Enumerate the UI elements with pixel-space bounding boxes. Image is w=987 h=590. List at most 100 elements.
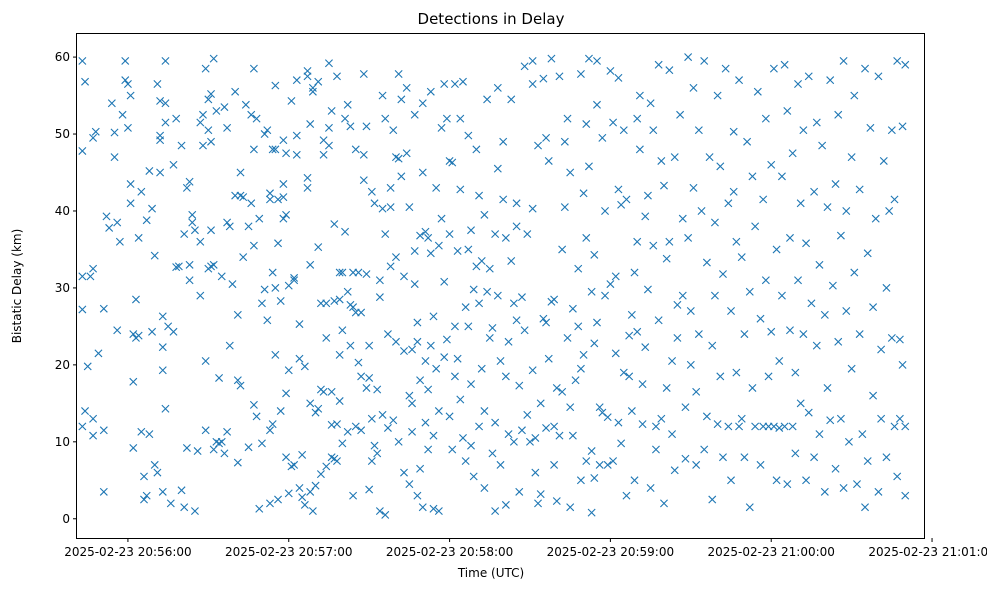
data-point (670, 466, 679, 475)
data-point (402, 83, 411, 92)
data-point (343, 427, 352, 436)
data-point (609, 118, 618, 127)
data-point (828, 281, 837, 290)
data-point (772, 245, 781, 254)
data-point (515, 487, 524, 496)
data-point (692, 460, 701, 469)
data-point (708, 495, 717, 504)
data-point (528, 80, 537, 89)
data-point (493, 164, 502, 173)
data-point (761, 276, 770, 285)
data-point (812, 118, 821, 127)
data-point (89, 431, 98, 440)
data-point (383, 330, 392, 339)
data-point (209, 54, 218, 63)
data-point (796, 399, 805, 408)
data-point (424, 385, 433, 394)
data-point (552, 497, 561, 506)
data-point (713, 91, 722, 100)
data-point (121, 76, 130, 85)
data-point (212, 106, 221, 115)
data-point (700, 445, 709, 454)
data-point (94, 349, 103, 358)
data-point (255, 214, 264, 223)
data-point (233, 310, 242, 319)
data-point (362, 383, 371, 392)
data-point (582, 233, 591, 242)
data-point (319, 150, 328, 159)
data-point (673, 300, 682, 309)
data-point (142, 216, 151, 225)
data-point (552, 383, 561, 392)
data-point (820, 487, 829, 496)
data-point (99, 426, 108, 435)
data-point (587, 508, 596, 517)
data-point (327, 387, 336, 396)
data-point (134, 331, 143, 340)
data-point (338, 326, 347, 335)
data-point (611, 349, 620, 358)
data-point (201, 64, 210, 73)
data-point (625, 331, 634, 340)
data-point (298, 450, 307, 459)
data-point (180, 230, 189, 239)
data-point (102, 212, 111, 221)
data-point (617, 439, 626, 448)
data-point (882, 283, 891, 292)
data-point (252, 114, 261, 123)
data-point (627, 407, 636, 416)
data-point (724, 422, 733, 431)
data-point (274, 495, 283, 504)
data-point (598, 133, 607, 142)
data-point (560, 203, 569, 212)
data-point (400, 347, 408, 356)
data-point (81, 77, 90, 86)
data-point (349, 303, 358, 312)
data-point (437, 123, 446, 132)
data-point (448, 445, 457, 454)
data-point (99, 487, 108, 496)
data-point (831, 464, 840, 473)
data-point (694, 126, 703, 135)
data-point (426, 87, 435, 96)
data-point (823, 383, 832, 392)
data-point (110, 153, 119, 162)
data-point (303, 72, 312, 81)
data-point (499, 195, 508, 204)
data-point (129, 443, 138, 452)
data-point (702, 258, 711, 267)
data-point (362, 270, 371, 279)
data-point (367, 187, 376, 196)
data-point (528, 366, 537, 375)
data-point (844, 437, 853, 446)
data-point (115, 237, 124, 246)
data-point (593, 318, 601, 327)
data-point (523, 410, 532, 419)
data-point (812, 341, 821, 350)
data-point (236, 381, 245, 390)
data-point (603, 460, 612, 469)
data-point (542, 423, 551, 432)
data-point (86, 272, 95, 281)
data-point (268, 145, 277, 154)
data-point (319, 387, 328, 396)
data-point (161, 118, 170, 127)
data-point (201, 357, 210, 366)
data-point (429, 431, 438, 440)
data-point (534, 141, 543, 150)
data-point (239, 193, 248, 202)
data-point (606, 66, 615, 75)
data-point (842, 206, 851, 215)
data-point (614, 185, 623, 194)
data-point (737, 253, 746, 262)
data-point (177, 486, 186, 495)
data-point (475, 191, 484, 200)
data-point (834, 337, 843, 346)
data-point (140, 495, 148, 504)
data-point (686, 307, 695, 315)
data-point (501, 372, 510, 381)
data-point (507, 257, 516, 265)
data-point (134, 233, 143, 242)
data-point (150, 251, 159, 260)
data-point (185, 276, 194, 285)
